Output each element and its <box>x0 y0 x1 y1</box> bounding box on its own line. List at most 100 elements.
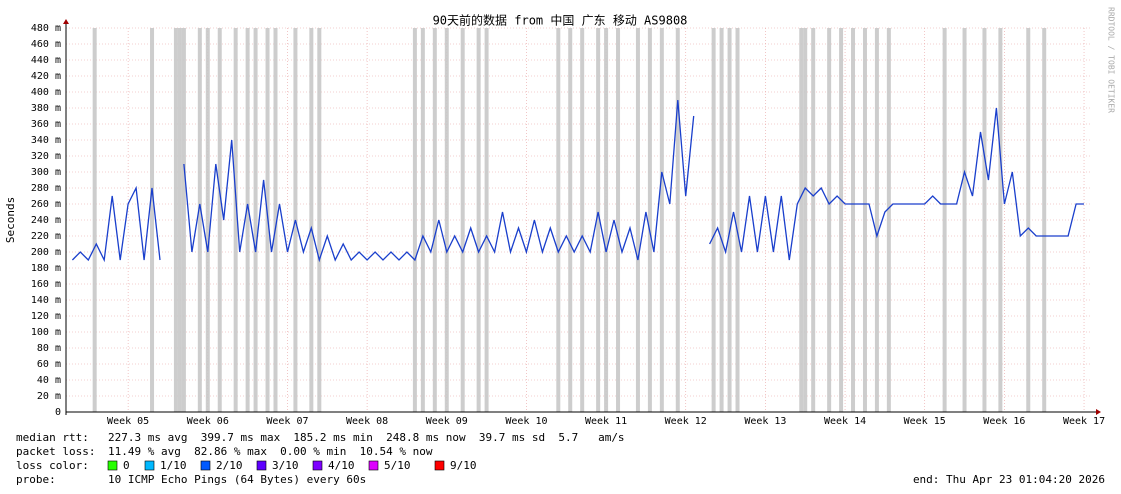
y-tick-label: 60 m <box>37 359 61 370</box>
loss-bar <box>616 28 621 412</box>
loss-label: packet loss: <box>16 445 95 458</box>
probe-label: probe: <box>16 473 56 486</box>
y-tick-label: 0 <box>55 407 61 418</box>
legend-swatch <box>144 460 155 471</box>
loss-bar <box>1042 28 1047 412</box>
median-label: median rtt: <box>16 431 89 444</box>
loss-bar <box>412 28 417 412</box>
y-tick-label: 220 m <box>31 231 61 242</box>
side-label: RRDTOOL / TOBI OETIKER <box>1107 7 1116 113</box>
x-tick-label: Week 05 <box>107 416 149 427</box>
x-tick-label: Week 16 <box>983 416 1025 427</box>
y-axis-label: Seconds <box>4 197 17 243</box>
loss-bar <box>317 28 322 412</box>
loss-bar <box>177 28 182 412</box>
loss-bar <box>432 28 437 412</box>
legend-label: 5/10 <box>384 459 411 472</box>
legend-swatch <box>107 460 118 471</box>
loss-color-label: loss color: <box>16 459 89 472</box>
loss-bar <box>181 28 186 412</box>
loss-bar <box>444 28 449 412</box>
loss-bar <box>711 28 716 412</box>
y-tick-label: 340 m <box>31 135 61 146</box>
loss-bar <box>675 28 680 412</box>
y-tick-label: 180 m <box>31 263 61 274</box>
loss-bar <box>647 28 652 412</box>
y-tick-label: 420 m <box>31 71 61 82</box>
loss-bar <box>253 28 258 412</box>
loss-bar <box>197 28 202 412</box>
y-tick-label: 120 m <box>31 311 61 322</box>
legend-label: 9/10 <box>450 459 477 472</box>
loss-bar <box>886 28 891 412</box>
x-tick-label: Week 15 <box>904 416 946 427</box>
loss-bar <box>580 28 585 412</box>
x-tick-label: Week 11 <box>585 416 627 427</box>
loss-bar <box>476 28 481 412</box>
legend-label: 0 <box>123 459 130 472</box>
y-tick-label: 320 m <box>31 151 61 162</box>
loss-bar <box>92 28 97 412</box>
y-tick-label: 20 m <box>37 391 61 402</box>
legend-swatch <box>312 460 323 471</box>
loss-bar <box>484 28 489 412</box>
loss-bar <box>273 28 278 412</box>
loss-bar <box>568 28 573 412</box>
loss-bar <box>205 28 210 412</box>
loss-bar <box>659 28 664 412</box>
loss-text: 11.49 % avg 82.86 % max 0.00 % min 10.54… <box>108 445 433 458</box>
y-tick-label: 100 m <box>31 327 61 338</box>
x-arrow <box>1096 409 1101 415</box>
y-tick-label: 260 m <box>31 199 61 210</box>
y-tick-label: 360 m <box>31 119 61 130</box>
probe-text: 10 ICMP Echo Pings (64 Bytes) every 60s <box>108 473 366 486</box>
x-tick-label: Week 06 <box>187 416 229 427</box>
loss-bar <box>735 28 740 412</box>
loss-bar <box>839 28 844 412</box>
y-arrow <box>63 19 69 24</box>
y-tick-label: 40 m <box>37 375 61 386</box>
y-tick-label: 440 m <box>31 55 61 66</box>
chart-title: 90天前的数据 from 中国 广东 移动 AS9808 <box>433 13 688 28</box>
loss-bar <box>635 28 640 412</box>
loss-bar <box>799 28 804 412</box>
end-text: end: Thu Apr 23 01:04:20 2026 <box>913 473 1105 486</box>
legend-label: 2/10 <box>216 459 243 472</box>
legend-swatch <box>434 460 445 471</box>
loss-bar <box>217 28 222 412</box>
loss-bar <box>719 28 724 412</box>
loss-bar <box>233 28 238 412</box>
loss-bar <box>460 28 465 412</box>
legend-label: 4/10 <box>328 459 355 472</box>
loss-bar <box>173 28 178 412</box>
y-tick-label: 140 m <box>31 295 61 306</box>
loss-bar <box>942 28 947 412</box>
y-tick-label: 200 m <box>31 247 61 258</box>
legend-swatch <box>200 460 211 471</box>
loss-bar <box>827 28 832 412</box>
loss-bar <box>596 28 601 412</box>
x-tick-label: Week 13 <box>744 416 786 427</box>
legend-swatch <box>368 460 379 471</box>
y-tick-label: 400 m <box>31 87 61 98</box>
x-tick-label: Week 09 <box>426 416 468 427</box>
loss-bar <box>874 28 879 412</box>
y-tick-label: 480 m <box>31 23 61 34</box>
x-tick-label: Week 07 <box>266 416 308 427</box>
loss-bar <box>150 28 155 412</box>
loss-bar <box>998 28 1003 412</box>
y-tick-label: 300 m <box>31 167 61 178</box>
loss-bar <box>245 28 250 412</box>
loss-bar <box>604 28 609 412</box>
loss-bar <box>803 28 808 412</box>
legend-label: 1/10 <box>160 459 187 472</box>
median-line <box>71 99 1084 263</box>
loss-bar <box>962 28 967 412</box>
y-tick-label: 460 m <box>31 39 61 50</box>
loss-bar <box>556 28 561 412</box>
legend-swatch <box>256 460 267 471</box>
loss-bar <box>727 28 732 412</box>
y-tick-label: 160 m <box>31 279 61 290</box>
